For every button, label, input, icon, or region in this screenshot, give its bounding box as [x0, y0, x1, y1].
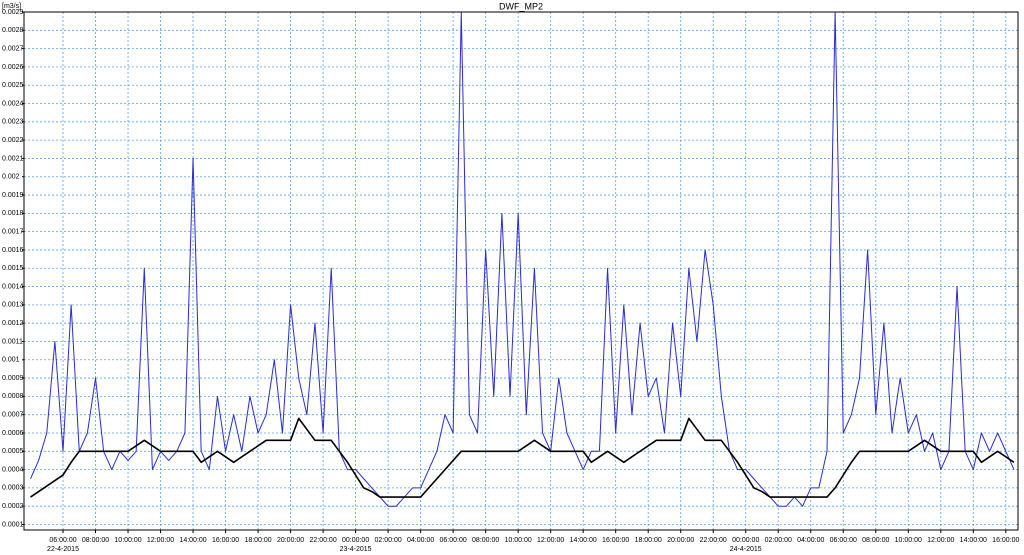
x-date-label: 24-4-2015: [730, 546, 762, 553]
x-tick-label: 12:00:00: [147, 537, 174, 544]
x-date-label: 23-4-2015: [340, 546, 372, 553]
y-tick-label: 0.0018: [2, 210, 24, 217]
y-tick-label: 0.0002: [2, 503, 24, 510]
y-tick-label: 0.0012: [2, 320, 24, 327]
lines: [30, 11, 1015, 507]
x-tick-label: 02:00:00: [374, 537, 401, 544]
x-tick-label: 20:00:00: [277, 537, 304, 544]
x-tick-label: 00:00:00: [732, 537, 759, 544]
y-tick-label: 0.0028: [2, 27, 24, 34]
y-tick-label: 0.0011: [2, 338, 23, 345]
y-tick-label: 0.0009: [2, 375, 24, 382]
plot-frame: [23, 11, 1019, 531]
y-tick-label: 0.001: [2, 357, 20, 364]
x-tick-label: 04:00:00: [407, 537, 434, 544]
y-tick-label: 0.0015: [2, 265, 24, 272]
y-tick-label: 0.0004: [2, 466, 24, 473]
y-tick-label: 0.0027: [2, 45, 24, 52]
x-tick-label: 10:00:00: [895, 537, 922, 544]
y-tick-label: 0.0025: [2, 82, 24, 89]
y-tick-label: 0.0017: [2, 228, 24, 235]
y-tick-label: 0.0022: [2, 137, 24, 144]
x-tick-label: 12:00:00: [927, 537, 954, 544]
x-tick-label: 02:00:00: [765, 537, 792, 544]
y-tick-label: 0.002: [2, 174, 20, 181]
x-tick-label: 14:00:00: [570, 537, 597, 544]
series-line: [30, 11, 1015, 507]
x-tick-label: 14:00:00: [960, 537, 987, 544]
y-tick-label: 0.0006: [2, 430, 24, 437]
y-axis-label: [m3/s]: [2, 3, 21, 10]
chart-title: DWF_MP2: [499, 1, 543, 11]
y-tick-label: 0.0003: [2, 485, 24, 492]
y-tick-label: 0.0026: [2, 64, 24, 71]
y-tick-label: 0.0005: [2, 448, 24, 455]
y-tick-label: 0.0013: [2, 302, 24, 309]
y-tick-label: 0.0014: [2, 283, 24, 290]
x-tick-label: 18:00:00: [635, 537, 662, 544]
x-tick-label: 06:00:00: [440, 537, 467, 544]
x-tick-label: 00:00:00: [342, 537, 369, 544]
x-tick-label: 12:00:00: [537, 537, 564, 544]
y-tick-label: 0.0001: [2, 521, 24, 528]
series-line: [30, 417, 1015, 498]
x-tick-label: 18:00:00: [244, 537, 271, 544]
x-tick-label: 16:00:00: [212, 537, 239, 544]
y-tick-label: 0.0008: [2, 393, 24, 400]
y-tick-label: 0.0007: [2, 412, 24, 419]
x-tick-label: 08:00:00: [82, 537, 109, 544]
x-tick-label: 20:00:00: [667, 537, 694, 544]
y-tick-label: 0.0019: [2, 192, 24, 199]
x-tick-label: 06:00:00: [830, 537, 857, 544]
y-tick-label: 0.0029: [2, 9, 24, 16]
x-tick-label: 14:00:00: [179, 537, 206, 544]
x-tick-label: 08:00:00: [472, 537, 499, 544]
labels: 0.0001 0.0002 0.0003 0.0004 0.0005 0.0006 0.00…: [2, 9, 1020, 553]
y-tick-label: 0.0023: [2, 119, 24, 126]
y-tick-label: 0.0021: [2, 155, 24, 162]
x-tick-label: 22:00:00: [309, 537, 336, 544]
x-tick-label: 04:00:00: [797, 537, 824, 544]
x-tick-label: 22:00:00: [700, 537, 727, 544]
x-tick-label: 16:00:00: [602, 537, 629, 544]
y-tick-label: 0.0016: [2, 247, 24, 254]
x-tick-label: 10:00:00: [114, 537, 141, 544]
x-date-label: 22-4-2015: [47, 546, 79, 553]
x-tick-label: 06:00:00: [49, 537, 76, 544]
x-tick-label: 10:00:00: [505, 537, 532, 544]
x-tick-label: 16:00:00: [992, 537, 1019, 544]
y-tick-label: 0.0024: [2, 100, 24, 107]
x-tick-label: 08:00:00: [862, 537, 889, 544]
